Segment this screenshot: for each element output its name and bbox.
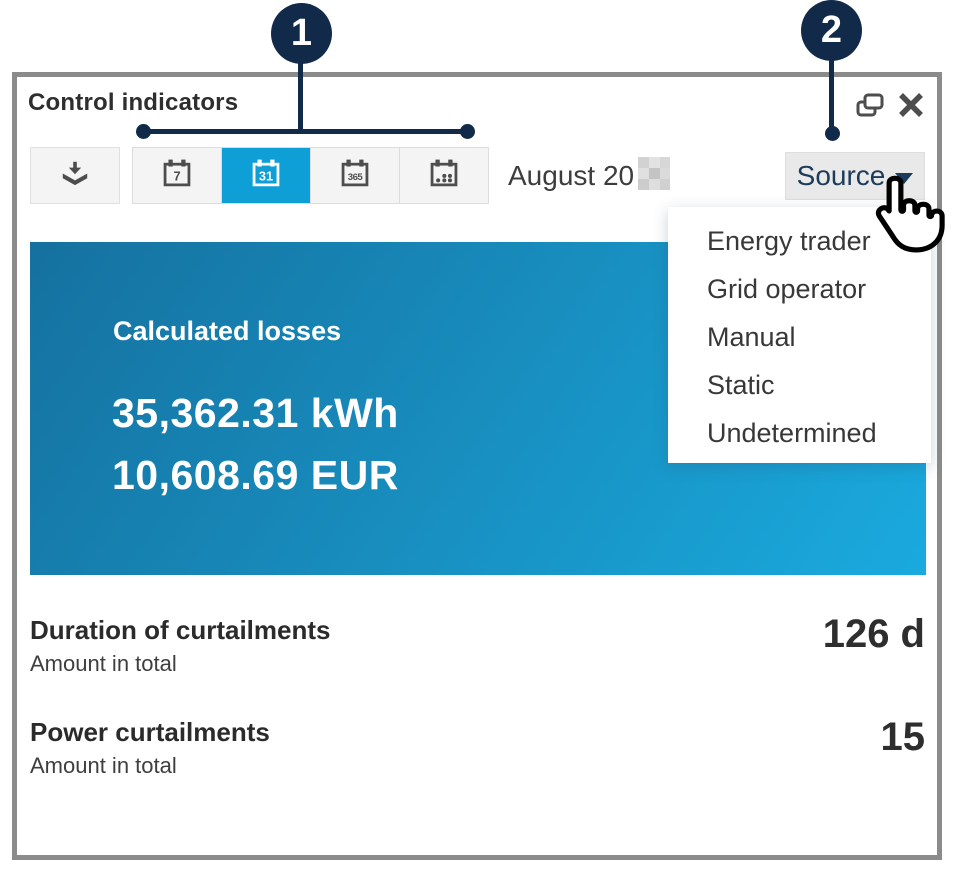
menu-item-static[interactable]: Static: [707, 369, 775, 400]
date-text: August 20: [508, 159, 635, 191]
source-button-label: Source: [796, 160, 886, 191]
stat-duration-title: Duration of curtailments: [30, 615, 331, 645]
callout-2-stem: [829, 57, 834, 130]
callout-1-bracket-line: [143, 129, 468, 134]
svg-text:7: 7: [173, 168, 180, 183]
callout-2-dot: [825, 126, 840, 141]
callout-1-stem: [298, 60, 303, 131]
control-indicators-panel: Control indicators: [12, 72, 942, 860]
period-button-custom-range[interactable]: [399, 148, 488, 203]
calendar-7-icon: 7: [161, 158, 193, 193]
calendar-dots-icon: [428, 158, 460, 193]
calendar-31-icon: 31: [250, 158, 282, 193]
chevron-down-icon: [895, 172, 914, 184]
callout-badge-1: 1: [271, 3, 332, 64]
download-tray-icon: [58, 157, 92, 194]
source-dropdown-menu: Energy trader Grid operator Manual Stati…: [668, 207, 931, 463]
duplicate-windows-icon: [854, 93, 886, 125]
bracket-left-dot: [136, 124, 151, 139]
stat-power-subtitle: Amount in total: [30, 753, 177, 778]
calendar-365-icon: 365: [339, 158, 371, 193]
stat-duration-value: 126 d: [822, 612, 925, 656]
redacted-year: [638, 156, 671, 197]
period-button-group: 7 31: [132, 147, 489, 204]
close-icon: [895, 93, 927, 124]
selected-period-label: August 20: [508, 147, 671, 204]
callout-badge-2: 2: [801, 0, 862, 61]
menu-item-energy-trader[interactable]: Energy trader: [707, 225, 871, 256]
svg-text:31: 31: [259, 168, 273, 183]
losses-card-title: Calculated losses: [113, 316, 342, 346]
svg-text:365: 365: [348, 172, 364, 183]
close-button[interactable]: [895, 89, 927, 121]
losses-currency-value: 10,608.69 EUR: [112, 452, 399, 498]
bracket-right-dot: [460, 124, 475, 139]
stat-duration-subtitle: Amount in total: [30, 651, 177, 676]
menu-item-undetermined[interactable]: Undetermined: [707, 417, 877, 448]
stat-power-title: Power curtailments: [30, 717, 270, 747]
menu-item-manual[interactable]: Manual: [707, 321, 796, 352]
hand-pointer-icon: [860, 174, 946, 259]
period-button-31days[interactable]: 31: [221, 148, 310, 203]
losses-energy-value: 35,362.31 kWh: [112, 390, 399, 436]
stat-power-value: 15: [880, 715, 926, 759]
menu-item-grid-operator[interactable]: Grid operator: [707, 273, 867, 304]
period-button-7days[interactable]: 7: [133, 148, 221, 203]
duplicate-window-button[interactable]: [854, 90, 886, 122]
download-button[interactable]: [30, 147, 120, 204]
period-button-365days[interactable]: 365: [310, 148, 399, 203]
page-title: Control indicators: [28, 89, 239, 116]
